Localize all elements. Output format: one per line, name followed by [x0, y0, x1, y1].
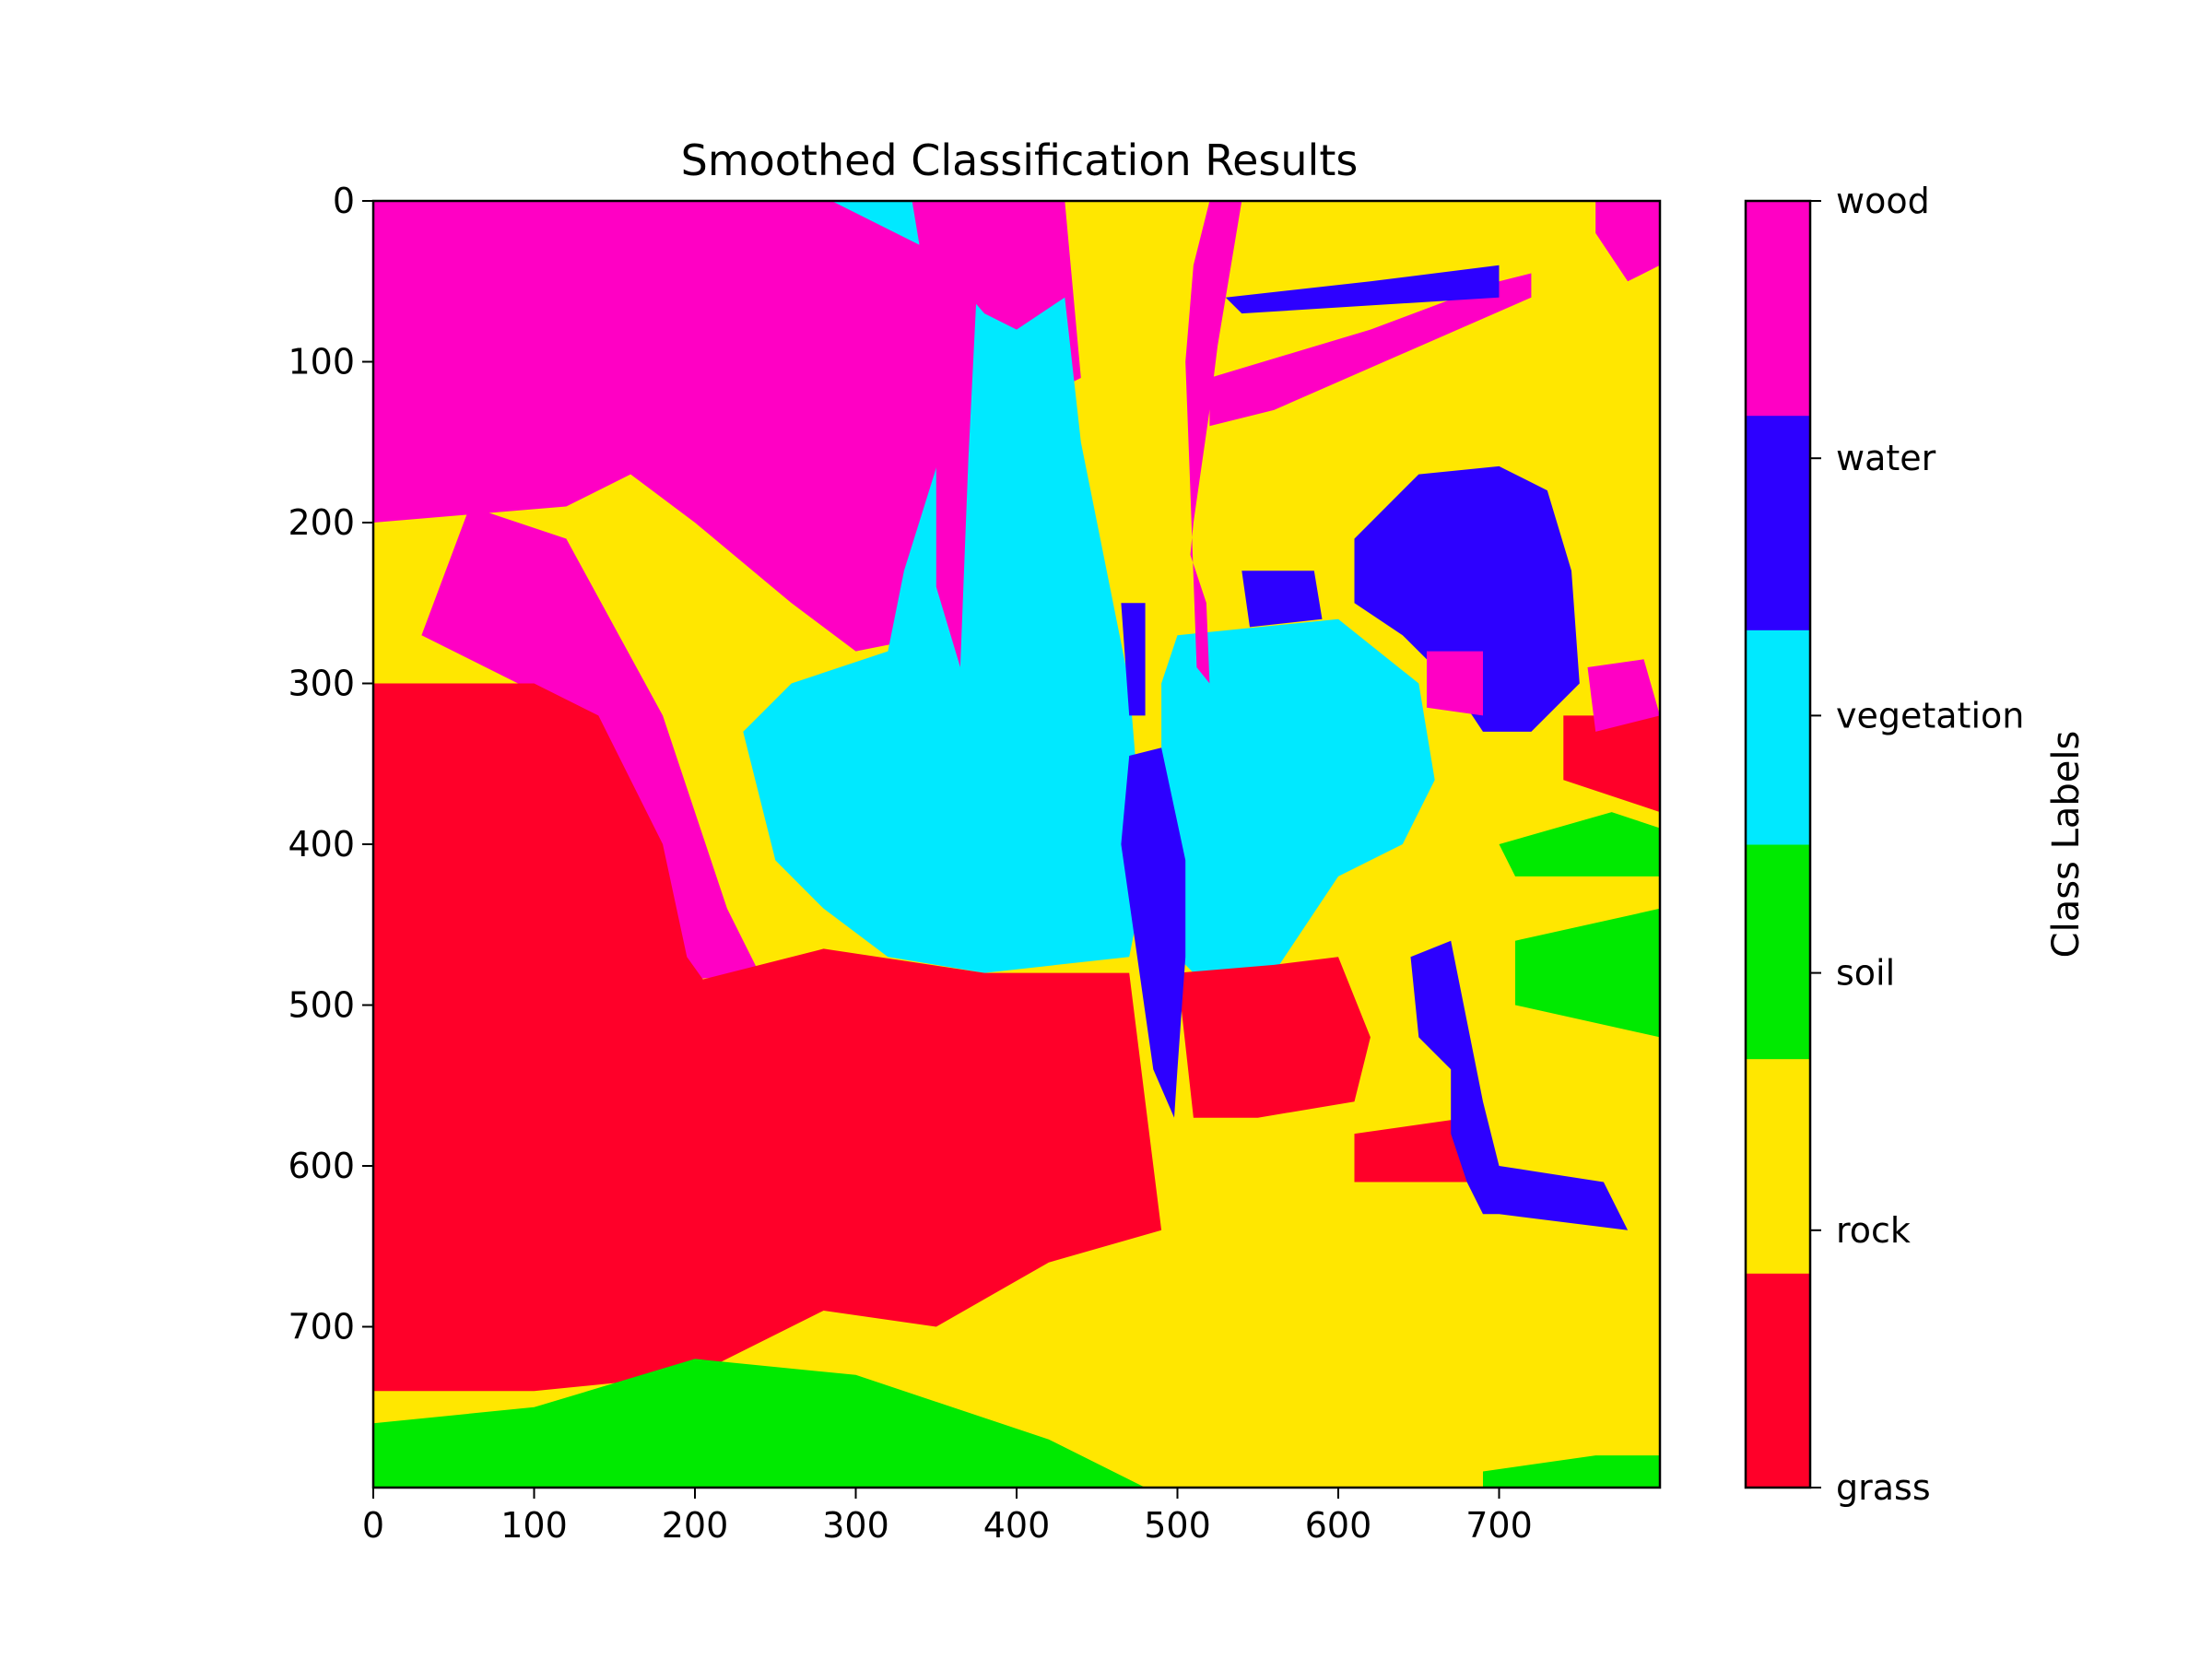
region-wood-4 — [912, 201, 985, 667]
colorbar-cell-rock — [1746, 1058, 1810, 1274]
y-axis: 0 100 200 300 400 500 600 700 — [288, 181, 373, 1347]
colorbar-cell-wood — [1746, 201, 1810, 417]
x-tick-label: 200 — [662, 1505, 729, 1546]
colorbar-tick-label-soil: soil — [1836, 953, 1895, 994]
class-regions — [373, 201, 1660, 1488]
region-water-13 — [1241, 571, 1323, 628]
region-wood-5 — [1185, 201, 1242, 684]
region-wood-19 — [1587, 659, 1660, 732]
y-tick-label: 0 — [333, 181, 355, 221]
region-water-15 — [1121, 603, 1146, 716]
x-tick-label: 100 — [500, 1505, 568, 1546]
y-tick-label: 700 — [288, 1307, 355, 1347]
y-tick-label: 400 — [288, 824, 355, 865]
region-grass-11 — [1563, 715, 1660, 813]
region-water-12 — [1354, 465, 1580, 732]
x-axis: 0 100 200 300 400 500 600 700 — [362, 1488, 1533, 1546]
y-tick-label: 200 — [288, 502, 355, 543]
x-tick-label: 300 — [822, 1505, 889, 1546]
region-grass-9 — [1177, 957, 1371, 1118]
y-tick-label: 600 — [288, 1146, 355, 1186]
region-water-17 — [1225, 265, 1500, 314]
region-wood-6 — [1209, 273, 1532, 427]
colorbar-ticks: grass rock soil vegetation water wood — [1810, 181, 2024, 1508]
plot-area — [371, 199, 1662, 1489]
colorbar: grass rock soil vegetation water wood Class L… — [1744, 181, 2088, 1508]
colorbar-tick-label-grass: grass — [1836, 1467, 1931, 1508]
y-tick-label: 100 — [288, 342, 355, 382]
x-tick-label: 600 — [1305, 1505, 1372, 1546]
colorbar-tick-label-wood: wood — [1836, 181, 1930, 221]
x-tick-label: 0 — [362, 1505, 384, 1546]
colorbar-label: Class Labels — [2045, 731, 2088, 959]
chart-title: Smoothed Classification Results — [681, 135, 1359, 185]
region-grass-10 — [1354, 1117, 1483, 1182]
region-vegetation-3 — [1161, 618, 1435, 990]
region-soil-23 — [1483, 1455, 1660, 1488]
region-wood-0 — [373, 201, 1081, 652]
region-wood-7 — [1595, 201, 1660, 282]
colorbar-tick-label-water: water — [1836, 438, 1936, 478]
colorbar-cell-grass — [1746, 1273, 1810, 1488]
y-tick-label: 300 — [288, 664, 355, 704]
region-water-14 — [1121, 747, 1186, 1118]
colorbar-tick-label-rock: rock — [1836, 1210, 1911, 1251]
y-tick-label: 500 — [288, 985, 355, 1026]
x-tick-label: 700 — [1465, 1505, 1533, 1546]
colorbar-cell-vegetation — [1746, 629, 1810, 845]
region-grass-8 — [373, 683, 1162, 1392]
colorbar-cell-soil — [1746, 844, 1810, 1060]
colorbar-cells — [1746, 201, 1810, 1488]
x-tick-label: 400 — [983, 1505, 1051, 1546]
region-soil-22 — [373, 1359, 1146, 1488]
colorbar-tick-label-vegetation: vegetation — [1836, 695, 2024, 735]
x-tick-label: 500 — [1144, 1505, 1211, 1546]
region-soil-21 — [1499, 812, 1660, 877]
colorbar-frame — [1744, 199, 1812, 1489]
region-wood-18 — [1427, 651, 1483, 716]
region-water-16 — [1410, 940, 1629, 1230]
colorbar-cell-water — [1746, 415, 1810, 630]
region-soil-20 — [1515, 908, 1660, 1038]
